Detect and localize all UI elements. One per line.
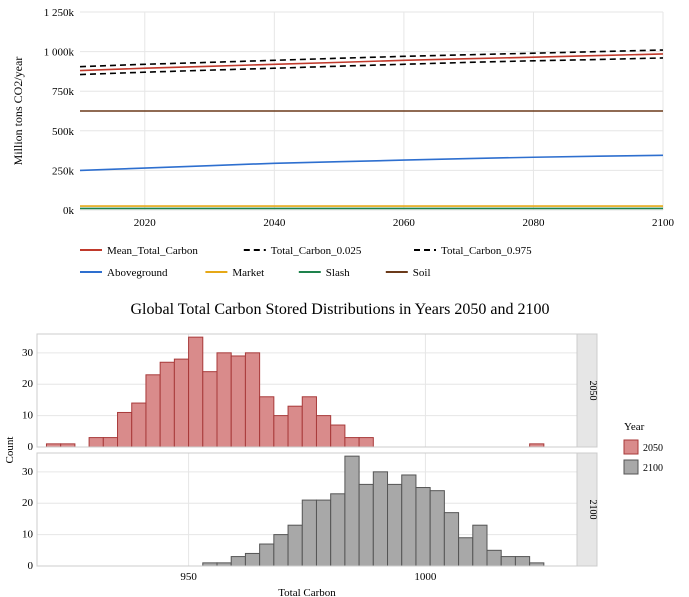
- x-tick-label: 2080: [522, 217, 545, 229]
- hist-bar: [316, 500, 330, 566]
- hist-bar: [132, 403, 146, 447]
- hist-bar: [260, 544, 274, 566]
- hist-bar: [459, 538, 473, 566]
- hist-bar: [345, 438, 359, 447]
- hist-bar: [302, 500, 316, 566]
- y-axis-label: Count: [4, 437, 16, 464]
- y-tick-label: 750k: [52, 86, 75, 98]
- hist-bar: [316, 416, 330, 447]
- hist-bar: [487, 550, 501, 566]
- hist-bar: [217, 353, 231, 447]
- hist-bar: [260, 397, 274, 447]
- legend-label: Aboveground: [107, 267, 168, 279]
- hist-bar: [89, 438, 103, 447]
- legend-label: Soil: [413, 267, 431, 279]
- hist-bar: [231, 356, 245, 447]
- y-tick-label: 250k: [52, 165, 75, 177]
- hist-bar: [373, 472, 387, 566]
- hist-bar: [345, 456, 359, 566]
- y-tick-label: 500k: [52, 126, 75, 138]
- x-tick-label: 1000: [414, 571, 437, 583]
- hist-bar: [473, 525, 487, 566]
- legend-label: Slash: [326, 267, 350, 279]
- figure: 0k250k500k750k1 000k1 250k20202040206020…: [0, 0, 689, 597]
- hist-bar: [189, 337, 203, 447]
- hist-bar: [231, 557, 245, 566]
- facet-label: 2050: [587, 381, 598, 401]
- legend-label: Total_Carbon_0.975: [441, 245, 532, 257]
- legend-label: Market: [232, 267, 264, 279]
- series-ci_low: [80, 58, 663, 75]
- y-tick-label: 10: [22, 529, 34, 541]
- y-tick-label: 0: [28, 560, 34, 572]
- hist-bar: [359, 484, 373, 566]
- hist-bar: [331, 425, 345, 447]
- hist-bar: [359, 438, 373, 447]
- hist-bar: [245, 553, 259, 566]
- hist-bar: [416, 488, 430, 566]
- y-tick-label: 1 000k: [44, 47, 75, 59]
- hist-bar: [103, 438, 117, 447]
- legend-label: 2100: [643, 463, 663, 474]
- hist-bar: [160, 362, 174, 447]
- y-tick-label: 30: [22, 347, 34, 359]
- hist-bar: [274, 535, 288, 566]
- hist-bar: [515, 557, 529, 566]
- y-tick-label: 10: [22, 410, 34, 422]
- hist-bar: [245, 353, 259, 447]
- x-tick-label: 950: [180, 571, 197, 583]
- hist-bar: [444, 513, 458, 566]
- hist-bar: [331, 494, 345, 566]
- hist-bar: [430, 491, 444, 566]
- series-mean_total: [80, 54, 663, 71]
- hist-bar: [274, 416, 288, 447]
- hist-bar: [288, 525, 302, 566]
- y-tick-label: 20: [22, 497, 34, 509]
- hist-bar: [203, 372, 217, 447]
- x-tick-label: 2020: [134, 217, 157, 229]
- legend-label: Mean_Total_Carbon: [107, 245, 198, 257]
- legend-swatch: [624, 460, 638, 474]
- figure-svg: 0k250k500k750k1 000k1 250k20202040206020…: [0, 0, 689, 597]
- y-tick-label: 20: [22, 378, 34, 390]
- series-ci_high: [80, 50, 663, 67]
- hist-bar: [388, 484, 402, 566]
- x-tick-label: 2040: [263, 217, 286, 229]
- facet-label: 2100: [587, 500, 598, 520]
- hist-bar: [174, 359, 188, 447]
- y-tick-label: 30: [22, 466, 34, 478]
- hist-bar: [302, 397, 316, 447]
- y-axis-label: Million tons CO2/year: [11, 57, 25, 166]
- legend-title: Year: [624, 421, 645, 433]
- legend-label: 2050: [643, 443, 663, 454]
- x-tick-label: 2100: [652, 217, 675, 229]
- hist-bar: [402, 475, 416, 566]
- series-aboveground: [80, 155, 663, 170]
- x-tick-label: 2060: [393, 217, 416, 229]
- hist-bar: [146, 375, 160, 447]
- y-tick-label: 0: [28, 441, 34, 453]
- legend-swatch: [624, 440, 638, 454]
- hist-bar: [118, 412, 132, 447]
- hist-bar: [288, 406, 302, 447]
- hist-bar: [501, 557, 515, 566]
- y-tick-label: 0k: [63, 205, 75, 217]
- x-axis-label: Total Carbon: [278, 587, 336, 597]
- y-tick-label: 1 250k: [44, 7, 75, 19]
- legend-label: Total_Carbon_0.025: [271, 245, 362, 257]
- section-title: Global Total Carbon Stored Distributions…: [130, 301, 549, 318]
